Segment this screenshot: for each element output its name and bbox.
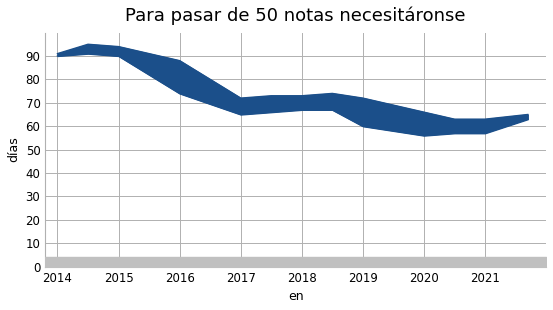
- Y-axis label: días: días: [7, 137, 20, 162]
- X-axis label: en: en: [288, 290, 304, 303]
- Title: Para pasar de 50 notas necesitáronse: Para pasar de 50 notas necesitáronse: [126, 7, 466, 25]
